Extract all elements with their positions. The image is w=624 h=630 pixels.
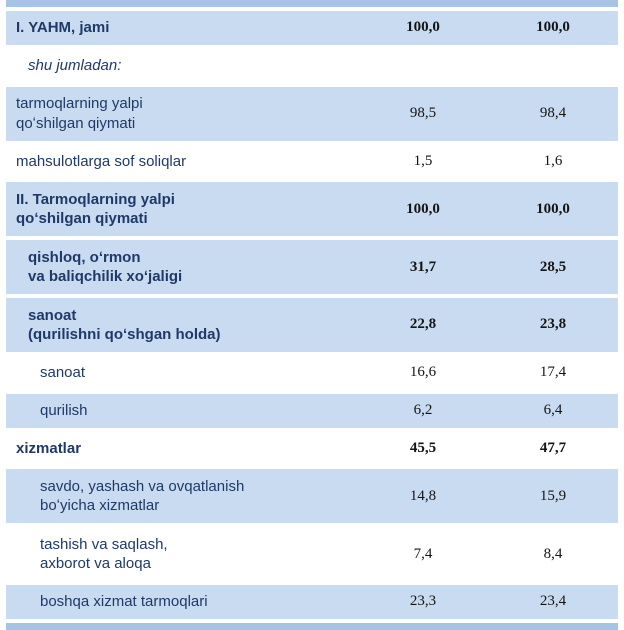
row-label: sanoat (qurilishni qoʻshgan holda) [28,306,221,343]
value-cell-col1: 7,4 [413,545,433,562]
bottom-accent-bar [6,622,618,630]
row-label: qishloq, oʻrmon va baliqchilik xoʻjaligi [28,248,183,286]
row-label: sanoat [40,364,86,382]
value-cell-col1: 45,5 [409,439,437,456]
value-cell-col1: 31,7 [409,258,437,275]
value-cell-col2: 47,7 [539,439,567,456]
value-cell-col2: 1,6 [543,152,563,169]
value-cell-col1: 1,5 [413,152,433,169]
row-label: II. Tarmoqlarning yalpi qoʻshilgan qiyma… [16,191,175,228]
value-cell-col1: 98,5 [409,105,437,122]
row-label: savdo, yashash va ovqatlanish boʻyicha x… [40,478,245,515]
value-cell-col2: 17,4 [539,364,567,381]
top-accent-bar [6,0,618,7]
value-cell-col1: 6,2 [413,402,433,419]
table-row: boshqa xizmat tarmoqlari 23,3 23,4 [6,584,618,619]
table-row: I. YAHM, jami 100,0 100,0 [6,10,618,45]
value-cell-col2: 15,9 [539,487,567,504]
value-cell-col1: 100,0 [406,19,440,36]
table-row: qishloq, oʻrmon va baliqchilik xoʻjaligi… [6,240,618,295]
row-label: qurilish [40,402,88,419]
row-label: tashish va saqlash, axborot va aloqa [40,535,168,573]
table-row: xizmatlar 45,5 47,7 [6,431,618,466]
value-cell-col2: 8,4 [543,545,563,562]
table-row: savdo, yashash va ovqatlanish boʻyicha x… [6,469,618,524]
table-row: sanoat (qurilishni qoʻshgan holda) 22,8 23… [6,297,618,352]
value-cell-col2: 98,4 [539,105,567,122]
value-cell-col2: 28,5 [539,258,567,275]
table-row: shu jumladan: [6,48,618,83]
value-cell-col2: 6,4 [543,402,563,419]
table-row: tarmoqlarning yalpi qoʻshilgan qiymati 98… [6,86,618,141]
row-label: shu jumladan: [28,57,122,75]
row-label: xizmatlar [16,439,82,457]
value-cell-col1: 23,3 [409,593,437,610]
value-cell-col1: 14,8 [409,487,437,504]
value-cell-col1: 22,8 [409,316,437,333]
table-row: mahsulotlarga sof soliqlar 1,5 1,6 [6,144,618,179]
row-label: mahsulotlarga sof soliqlar [16,152,187,170]
value-cell-col2: 100,0 [536,19,570,36]
table-row: sanoat 16,6 17,4 [6,355,618,390]
row-label: tarmoqlarning yalpi qoʻshilgan qiymati [16,95,143,132]
row-label: boshqa xizmat tarmoqlari [40,593,208,611]
table-row: tashish va saqlash, axborot va aloqa 7,4 8… [6,527,618,582]
value-cell-col1: 16,6 [409,364,437,381]
table-row: qurilish 6,2 6,4 [6,393,618,428]
table-row: II. Tarmoqlarning yalpi qoʻshilgan qiyma… [6,182,618,237]
row-label: I. YAHM, jami [16,19,110,37]
value-cell-col2: 23,4 [539,593,567,610]
value-cell-col2: 23,8 [539,316,567,333]
value-cell-col2: 100,0 [536,200,570,217]
value-cell-col1: 100,0 [406,200,440,217]
